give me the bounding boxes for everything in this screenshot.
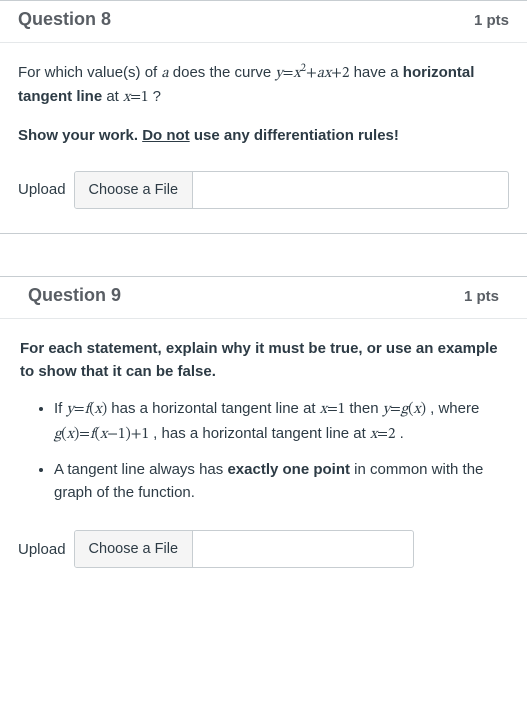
question-8-header: Question 8 1 pts [0, 1, 527, 43]
q9-statement-2: A tangent line always has exactly one po… [54, 458, 507, 505]
question-9-title: Question 9 [28, 285, 121, 306]
q9-math-x1: x=1 [320, 402, 345, 417]
q8-file-name [193, 172, 508, 208]
q8-file-input[interactable]: Choose a File [74, 171, 509, 209]
q9-file-input[interactable]: Choose a File [74, 530, 414, 568]
q8-text-c: have a [354, 64, 403, 81]
q9-upload-row: Upload Choose a File [0, 530, 527, 592]
q8-text-e: ? [153, 88, 161, 105]
q8-text-b: does the curve [173, 64, 276, 81]
q8-choose-file-button[interactable]: Choose a File [75, 172, 193, 208]
question-9-header: Question 9 1 pts [0, 277, 527, 319]
question-gap [0, 234, 527, 276]
q8-math-a: a [161, 66, 168, 81]
question-8-title: Question 8 [18, 9, 111, 30]
q8-math-curve: y=x2+ax+2 [275, 66, 349, 81]
question-8-prompt: For which value(s) of a does the curve y… [18, 61, 509, 110]
q9-choose-file-button[interactable]: Choose a File [75, 531, 193, 567]
q9-math-yfx: y=f(x) [67, 402, 108, 417]
q9-upload-label: Upload [18, 541, 66, 558]
question-8-points: 1 pts [474, 12, 509, 29]
q9-intro: For each statement, explain why it must … [20, 337, 507, 384]
q9-math-ygx: y=g(x) [383, 402, 426, 417]
question-8-body: For which value(s) of a does the curve y… [0, 43, 527, 171]
q8-math-x1: x=1 [123, 90, 148, 105]
q9-statement-list: If y=f(x) has a horizontal tangent line … [20, 397, 507, 504]
q8-text-a: For which value(s) of [18, 64, 161, 81]
q9-statement-1: If y=f(x) has a horizontal tangent line … [54, 397, 507, 446]
q8-upload-row: Upload Choose a File [0, 171, 527, 233]
question-8-instruction: Show your work. Do not use any different… [18, 124, 509, 147]
question-9-body: For each statement, explain why it must … [0, 319, 527, 531]
question-9: Question 9 1 pts For each statement, exp… [0, 276, 527, 593]
q9-file-name [193, 531, 413, 567]
question-8: Question 8 1 pts For which value(s) of a… [0, 0, 527, 234]
q9-math-gx-def: g(x)=f(x−1)+1 [54, 427, 149, 442]
q8-text-d: at [106, 88, 123, 105]
question-9-points: 1 pts [464, 288, 499, 305]
q8-upload-label: Upload [18, 181, 66, 198]
q9-math-x2: x=2 [370, 427, 395, 442]
